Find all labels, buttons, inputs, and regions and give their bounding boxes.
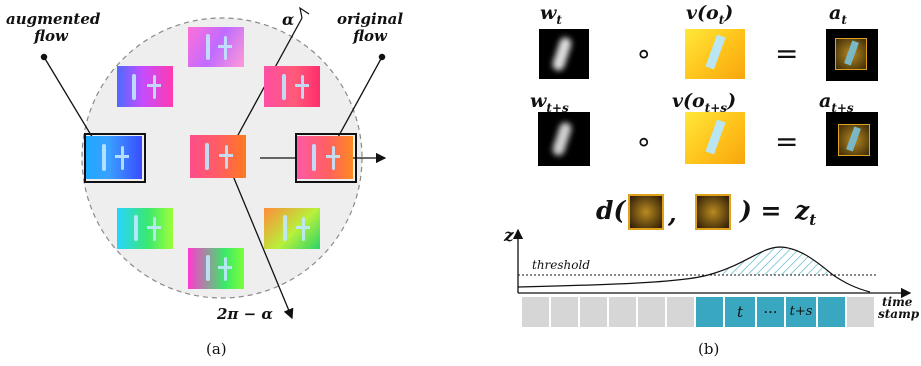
weight-map-ts (538, 112, 590, 166)
attention-map-t (826, 29, 878, 81)
v-o-ts-header: v(ot+s) (672, 90, 737, 115)
equals-op-1: = (775, 37, 799, 70)
two-pi-minus-alpha-ray (225, 158, 294, 320)
augmented-flow-label: augmented flow (6, 10, 101, 45)
flow-image-bottom (188, 248, 244, 289)
distance-open: d( (596, 196, 626, 225)
threshold-label: threshold (532, 258, 591, 272)
two-pi-minus-alpha-label: 2π − α (217, 305, 273, 323)
compose-op-2: ∘ (635, 125, 653, 158)
distance-comma: , (668, 199, 677, 228)
timeline-cell (609, 297, 636, 327)
a-ts-header: at+s (819, 90, 854, 115)
velocity-map-t (685, 29, 745, 79)
timeline-cell (847, 297, 874, 327)
z-axis-label: z (504, 226, 514, 246)
z-curve (517, 246, 871, 293)
distance-close: ) = (740, 196, 782, 225)
z-curve-plot (512, 228, 912, 299)
timeline-cell-active (818, 297, 845, 327)
a-t-header: at (829, 2, 847, 27)
attention-map-ts (826, 112, 878, 166)
flow-image-center (190, 135, 246, 178)
velocity-map-ts (685, 112, 745, 164)
flow-image-upper-right (264, 66, 320, 107)
timeline-cell (522, 297, 549, 327)
flow-image-top (188, 27, 244, 67)
timeline-cell (667, 297, 694, 327)
w-t-header: wt (540, 2, 562, 27)
augmented-flow-frame (84, 133, 146, 183)
equals-op-2: = (775, 125, 799, 158)
flow-image-lower-right (264, 208, 320, 249)
z-t-result: zt (795, 196, 817, 229)
caption-a: (a) (206, 340, 227, 358)
timeline-cell (580, 297, 607, 327)
timeline-cell-active (696, 297, 723, 327)
original-flow-frame (295, 133, 357, 183)
flow-image-augmented (86, 136, 142, 179)
original-flow-label: original flow (336, 10, 404, 45)
hatched-region (708, 247, 833, 275)
flow-image-original (297, 136, 353, 179)
v-o-t-header: v(ot) (686, 2, 734, 27)
attention-map-t-small (628, 194, 664, 230)
compose-op-1: ∘ (635, 37, 653, 70)
timeline-cell (551, 297, 578, 327)
attention-map-ts-small (695, 194, 731, 230)
flow-image-lower-left (117, 208, 173, 249)
weight-map-t (539, 29, 589, 79)
w-ts-header: wt+s (530, 90, 569, 115)
timeline-cell-ts: t+s (786, 297, 816, 327)
timeline-cell-t: t (725, 297, 755, 327)
timeline-cell (638, 297, 665, 327)
alpha-label: α (282, 10, 295, 29)
time-stamp-label: time stamp (878, 295, 920, 321)
flow-image-upper-left (117, 66, 173, 107)
caption-b: (b) (698, 340, 720, 358)
hand-silhouettes (102, 34, 340, 281)
timeline-cell-dots: ··· (757, 297, 784, 327)
